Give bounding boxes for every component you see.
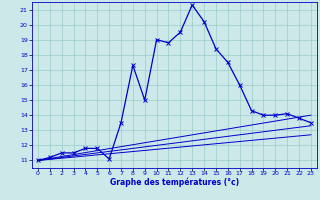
X-axis label: Graphe des températures (°c): Graphe des températures (°c) xyxy=(110,177,239,187)
